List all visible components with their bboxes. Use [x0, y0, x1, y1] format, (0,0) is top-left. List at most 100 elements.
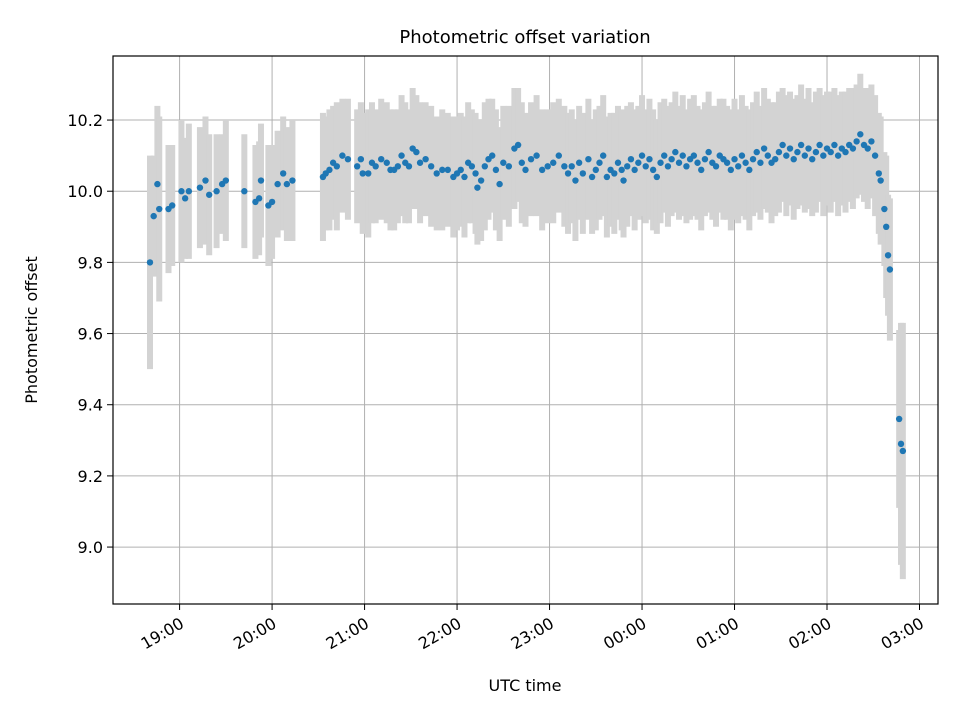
data-point: [544, 163, 551, 170]
data-point: [592, 166, 599, 174]
y-tick-label: 9.4: [78, 396, 103, 415]
data-point: [618, 166, 625, 174]
data-point: [614, 159, 622, 166]
plot-frame: [112, 55, 939, 605]
data-point: [868, 138, 875, 145]
data-point: [146, 259, 154, 266]
data-point: [790, 155, 797, 163]
data-point: [701, 155, 709, 163]
data-point: [760, 145, 768, 152]
data-point: [538, 166, 546, 174]
data-point: [749, 155, 757, 163]
data-point: [533, 152, 540, 159]
data-point: [698, 166, 705, 174]
data-point: [357, 155, 365, 163]
data-point: [631, 166, 638, 174]
data-point: [202, 177, 209, 184]
data-point: [575, 159, 583, 166]
data-point: [585, 155, 592, 163]
data-point: [514, 141, 522, 149]
data-point: [416, 159, 424, 166]
data-point: [568, 163, 575, 170]
data-point: [899, 447, 907, 455]
data-point: [746, 166, 753, 174]
data-point: [853, 138, 860, 145]
data-point: [779, 141, 786, 149]
data-point: [742, 159, 749, 166]
data-point: [472, 170, 479, 177]
data-point: [871, 152, 879, 159]
data-point: [527, 155, 535, 163]
data-point: [831, 141, 838, 149]
data-point: [694, 159, 701, 166]
data-point: [181, 195, 189, 202]
data-point: [668, 155, 675, 163]
data-point: [797, 141, 805, 149]
data-point: [150, 212, 157, 220]
data-point: [881, 205, 888, 213]
y-tick-label: 9.8: [78, 253, 103, 272]
x-axis-title: UTC time: [489, 676, 562, 695]
data-point: [849, 145, 857, 152]
data-point: [753, 148, 760, 156]
data-point: [657, 159, 664, 166]
data-point: [599, 152, 607, 159]
data-point: [185, 188, 193, 195]
data-point: [241, 188, 248, 195]
data-point: [731, 155, 738, 163]
data-points: [146, 131, 907, 455]
data-point: [518, 159, 526, 166]
data-point: [596, 159, 603, 166]
data-point: [834, 152, 842, 159]
y-tick-label: 9.6: [78, 325, 103, 344]
data-point: [383, 159, 390, 166]
data-point: [827, 148, 834, 156]
data-point: [864, 145, 871, 152]
data-point: [620, 177, 627, 184]
data-point: [661, 152, 668, 159]
data-point: [757, 159, 764, 166]
data-point: [268, 198, 276, 206]
data-point: [555, 152, 562, 159]
data-point: [579, 170, 587, 177]
data-point: [572, 177, 579, 184]
data-point: [877, 177, 884, 184]
data-point: [884, 252, 892, 259]
data-point: [816, 141, 823, 149]
data-point: [603, 173, 611, 181]
data-point: [783, 152, 790, 159]
data-point: [156, 205, 163, 213]
data-point: [178, 188, 185, 195]
data-point: [883, 223, 890, 231]
data-point: [398, 152, 405, 159]
data-point: [492, 166, 500, 174]
data-point: [679, 152, 686, 159]
data-point: [489, 152, 496, 159]
data-point: [842, 148, 849, 156]
y-axis-title: Photometric offset: [22, 256, 41, 404]
data-point: [439, 166, 446, 174]
data-point: [649, 166, 657, 174]
data-point: [786, 145, 794, 152]
data-point: [257, 177, 265, 184]
data-point: [735, 163, 742, 170]
data-point: [642, 163, 649, 170]
data-point: [588, 173, 596, 181]
data-point: [723, 159, 731, 166]
y-tick-label: 10.2: [67, 111, 103, 130]
data-point: [353, 163, 361, 170]
data-point: [457, 166, 464, 174]
data-point: [468, 163, 476, 170]
data-point: [772, 155, 779, 163]
data-point: [474, 184, 481, 191]
data-point: [653, 173, 661, 181]
data-point: [635, 159, 642, 166]
data-point: [365, 170, 372, 177]
data-point: [857, 131, 864, 138]
data-point: [672, 148, 679, 156]
chart-title: Photometric offset variation: [399, 27, 650, 48]
data-point: [422, 155, 429, 163]
data-point: [344, 155, 352, 163]
data-point: [705, 148, 712, 156]
data-point: [895, 415, 903, 423]
